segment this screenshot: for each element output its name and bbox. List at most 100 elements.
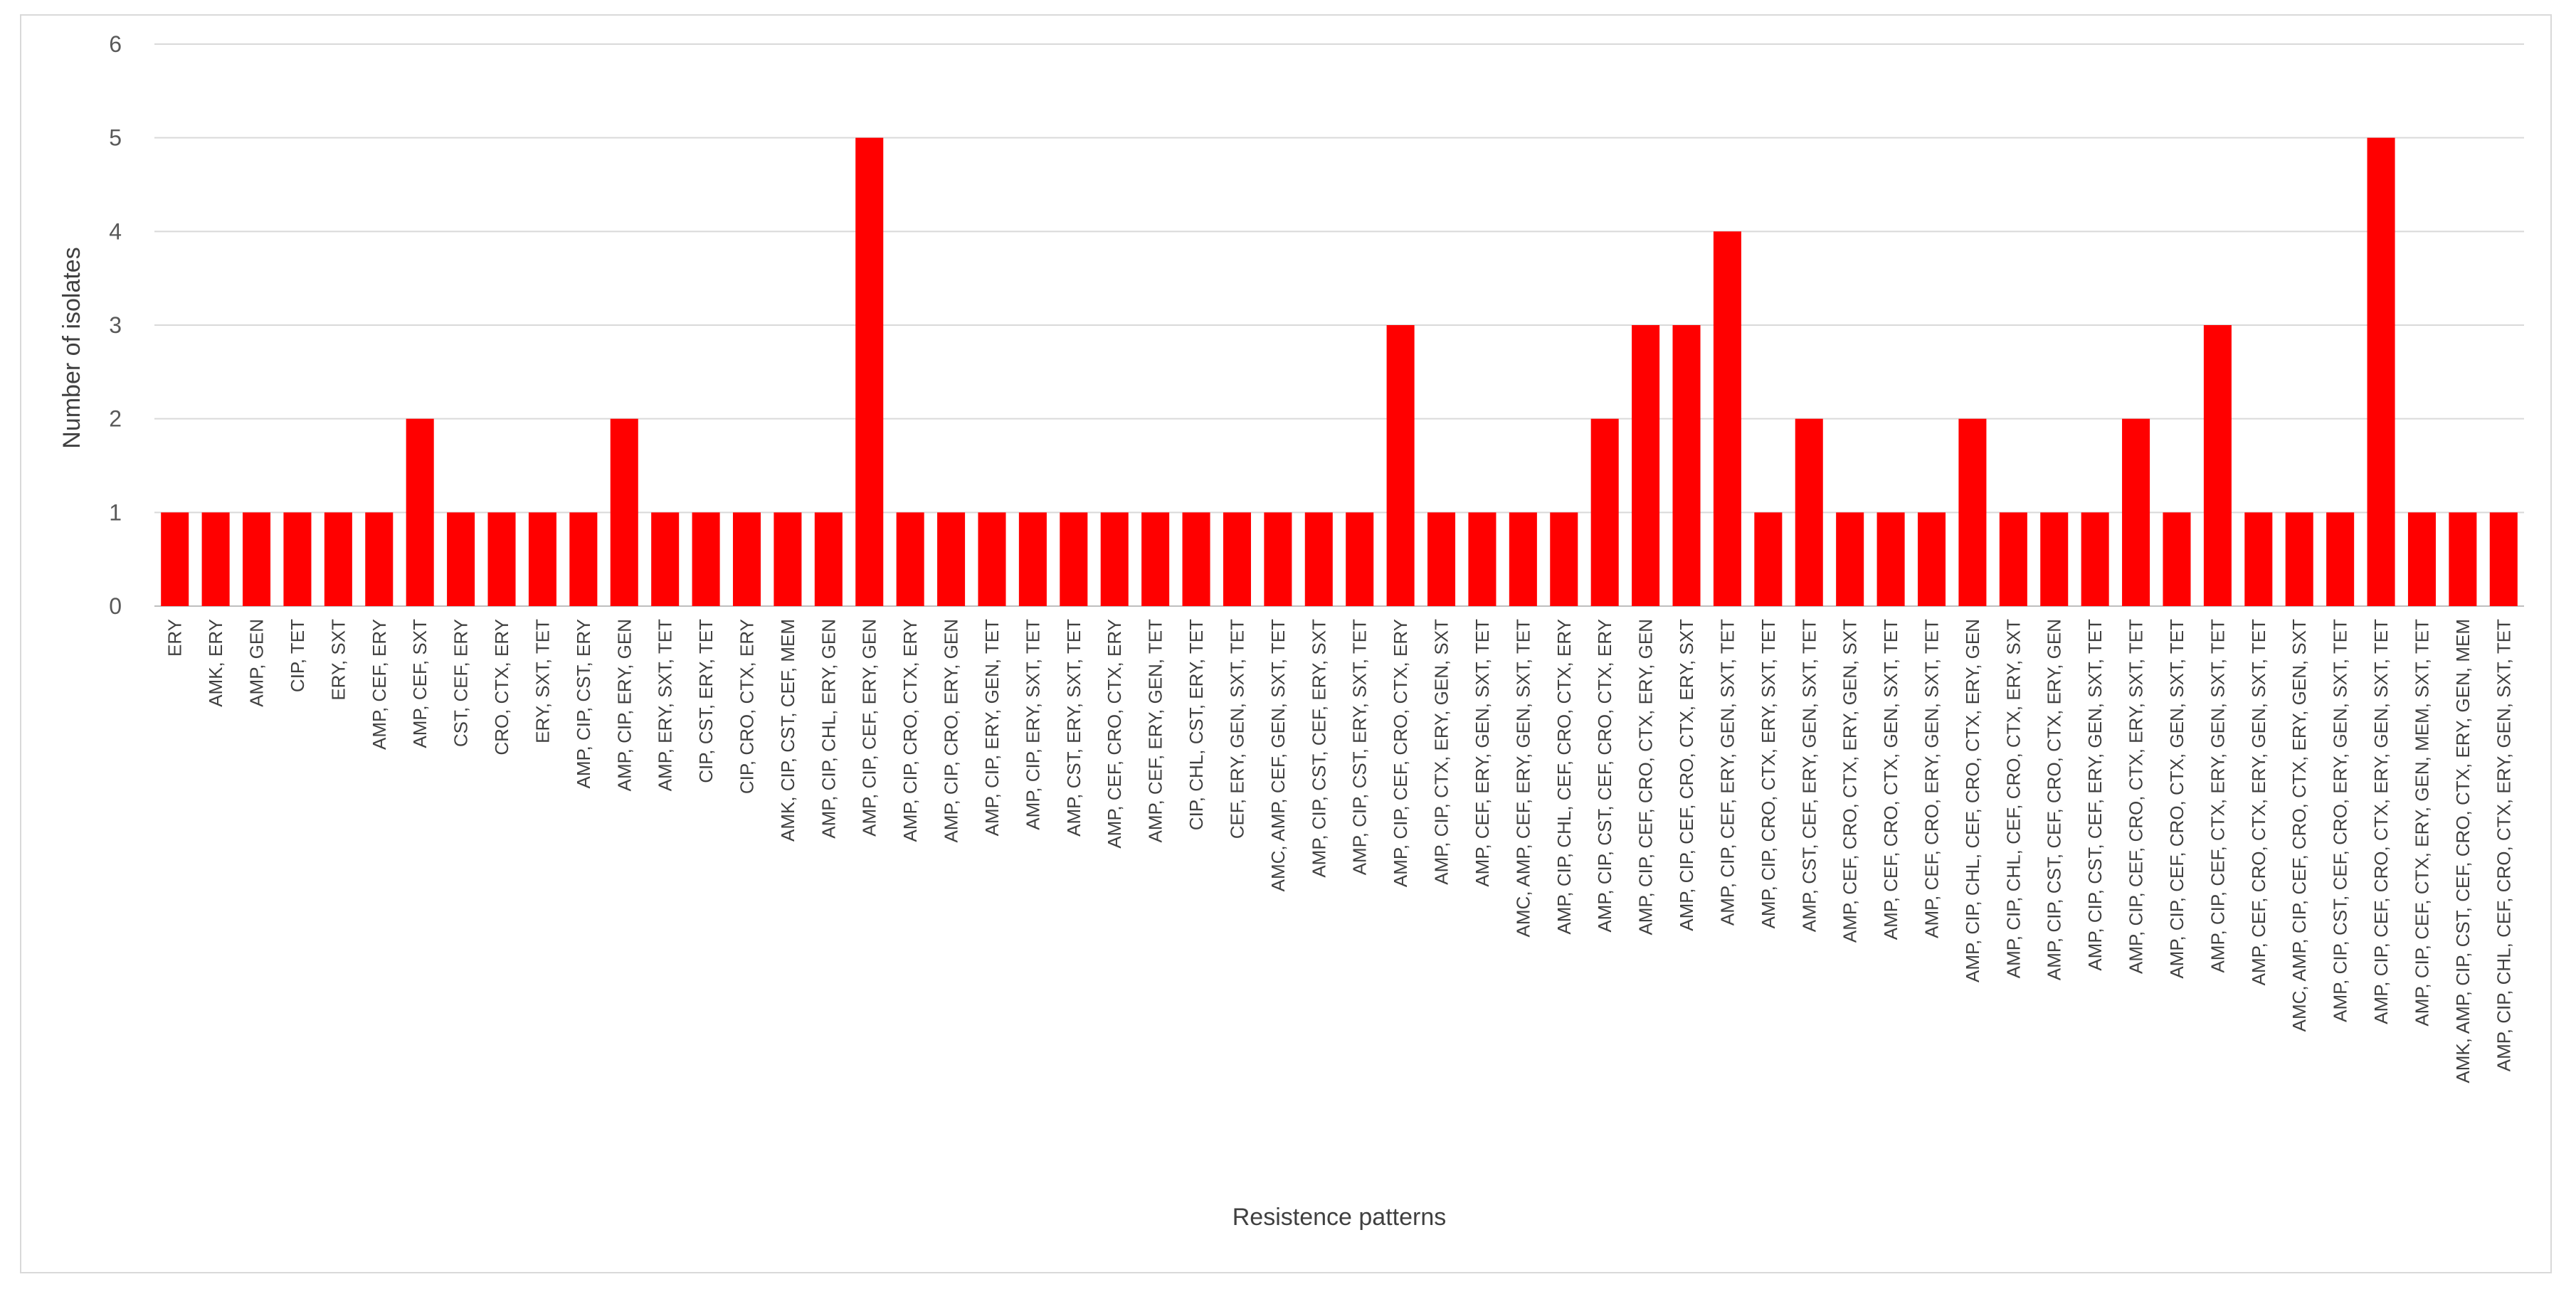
x-tick-label: ERY [164,619,186,657]
bar [855,137,884,606]
x-tick-label: AMP, CIP, CHL, CEF, CRO, CTX, ERY [1553,619,1575,935]
x-tick-label: AMP, CIP, CEF, CRO, CTX, ERY [1390,619,1411,887]
bar [283,512,312,606]
bar [528,512,556,606]
x-tick-label: AMP, CST, CEF, ERY, GEN, SXT, TET [1798,619,1820,932]
bar [2285,512,2313,606]
x-tick-label: AMP, CEF, CRO, CTX, GEN, SXT, TET [1880,619,1901,940]
bar [1427,512,1456,606]
bar [243,512,271,606]
bar [201,512,230,606]
bar [1182,512,1210,606]
bar [2244,512,2273,606]
x-tick-label: AMP, CIP, CHL, CEF, CRO, CTX, ERY, GEN, … [2493,619,2514,1071]
x-tick-label: ERY, SXT, TET [532,619,553,743]
x-tick-label: AMP, CIP, CEF, ERY, GEN [859,619,880,837]
bar [1141,512,1170,606]
x-tick-label: AMP, CIP, CST, ERY, SXT, TET [1349,619,1371,875]
bar [692,512,720,606]
bar [365,512,394,606]
x-tick-label: AMP, CEF, CRO, CTX, ERY, GEN, SXT, TET [2248,619,2269,985]
x-tick-label: AMP, CIP, CRO, ERY, GEN [941,619,962,843]
chart-frame: 0 1 2 3 4 5 6 ERY AMK, ERY AMP, GEN CIP, TET ERY, … [20,14,2552,1273]
bar [2407,512,2436,606]
bar [814,512,843,606]
bar [1754,512,1783,606]
bar [1836,512,1864,606]
x-tick-label: AMP, CIP, CEF, CTX, ERY, GEN, MEM, SXT, … [2411,619,2432,1027]
x-tick-label: AMC, AMP, CEF, GEN, SXT, TET [1267,619,1289,891]
x-tick-label: AMP, CIP, CST, CEF, CRO, ERY, GEN, SXT, … [2330,619,2351,1022]
x-tick-label: AMP, CIP, CST, CEF, CRO, CTX, ERY, GEN [2044,619,2065,980]
bar [1304,512,1333,606]
bar [1223,512,1251,606]
y-tick-label: 5 [109,125,122,151]
bar [1999,512,2027,606]
bar [2163,512,2191,606]
bar [651,512,680,606]
bar [161,512,189,606]
x-tick-label: AMP, CEF, ERY [369,619,390,750]
y-tick-label: 1 [109,499,122,525]
bar [1100,512,1129,606]
x-tick-label: AMP, CIP, ERY, GEN, TET [981,619,1003,837]
x-tick-labels: ERY AMK, ERY AMP, GEN CIP, TET ERY, SXT AMP, … [164,619,2515,1083]
x-tick-label: AMP, ERY, SXT, TET [655,619,676,791]
x-tick-label: AMK, AMP, CIP, CST, CEF, CRO, CTX, ERY, … [2452,619,2474,1083]
bar [1550,512,1578,606]
x-tick-label: CIP, CST, ERY, TET [695,619,717,783]
x-tick-label: AMP, CIP, CRO, CTX, ERY, SXT, TET [1758,619,1779,929]
x-tick-label: AMP, CIP, ERY, GEN [613,619,635,791]
x-tick-label: AMP, CIP, CEF, CRO, CTX, ERY, GEN, SXT, … [2370,619,2392,1024]
x-tick-label: AMP, CIP, CEF, CRO, CTX, ERY, SXT, TET [2126,619,2147,974]
bar [732,512,761,606]
bar [1672,325,1701,606]
bar [487,512,516,606]
bar [1346,512,1374,606]
x-tick-label: CIP, CHL, CST, ERY, TET [1186,619,1207,830]
x-tick-label: AMP, CIP, CHL, CEF, CRO, CTX, ERY, GEN [1962,619,1983,982]
x-tick-label: CIP, TET [287,619,308,692]
bar [1958,418,1987,606]
bar [937,512,966,606]
y-tick-label: 3 [109,312,122,338]
bar [1590,418,1619,606]
bar [1018,512,1047,606]
y-tick-label: 2 [109,406,122,432]
x-tick-label: AMP, CIP, CEF, ERY, GEN, SXT, TET [1716,619,1738,926]
x-tick-label: AMP, CIP, CEF, CRO, CTX, GEN, SXT, TET [2166,619,2187,979]
x-tick-label: AMP, CIP, CST, CEF, ERY, SXT [1308,619,1329,878]
bar [1509,512,1537,606]
bar [447,512,475,606]
bar [610,418,638,606]
x-tick-label: AMP, CEF, CRO, CTX, ERY [1104,619,1125,849]
bar [1264,512,1292,606]
x-tick-label: AMK, ERY [205,619,226,707]
x-tick-label: AMP, CIP, CST, CEF, CRO, CTX, ERY [1594,619,1615,933]
bar [2040,512,2069,606]
x-tick-label: AMP, CIP, CST, ERY [573,619,594,788]
bar [1060,512,1088,606]
bar [2081,512,2109,606]
x-tick-label: AMP, CIP, CRO, CTX, ERY [899,619,921,842]
x-tick-label: AMP, CEF, CRO, CTX, ERY, GEN, SXT [1839,619,1861,943]
x-tick-label: AMP, GEN [246,619,268,707]
bar [1876,512,1905,606]
x-tick-label: AMK, CIP, CST, CEF, MEM [777,619,798,842]
bars [161,137,2518,606]
x-axis-title: Resistence patterns [1232,1204,1447,1231]
y-axis-title: Number of isolates [58,247,85,448]
x-tick-label: AMP, CIP, CHL, CEF, CRO, CTX, ERY, SXT [2002,619,2024,978]
bar [1917,512,1946,606]
bar [1713,231,1741,606]
x-tick-label: AMP, CIP, CST, CEF, ERY, GEN, SXT, TET [2084,619,2106,971]
bar [2122,418,2150,606]
bar [1386,325,1415,606]
x-tick-label: AMP, CST, ERY, SXT, TET [1063,619,1084,837]
bar [1632,325,1660,606]
bar [406,418,434,606]
bar [1468,512,1496,606]
x-tick-label: AMP, CIP, CEF, CRO, CTX, ERY, SXT [1676,619,1697,931]
x-tick-label: AMC, AMP, CIP, CEF, CRO, CTX, ERY, GEN, … [2289,619,2310,1032]
bar-chart: 0 1 2 3 4 5 6 ERY AMK, ERY AMP, GEN CIP, TET ERY, … [58,31,2524,1231]
